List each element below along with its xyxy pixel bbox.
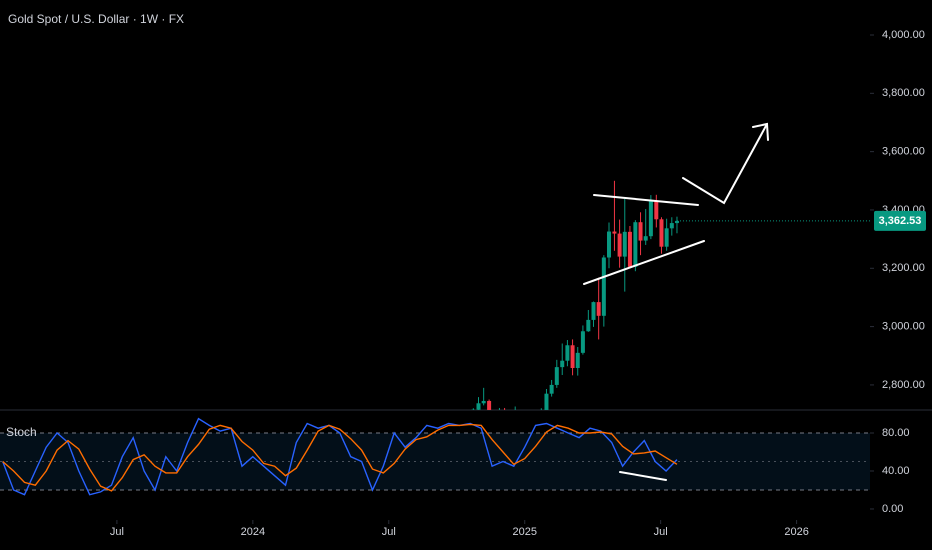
last-price-label: 3,362.53 [879,215,922,227]
candle-body [627,231,632,267]
candle-body [591,302,596,320]
candle-body [612,231,617,234]
candle-body [549,384,554,394]
x-tick-label: Jul [382,526,396,538]
candle-body [648,200,653,237]
candle-body [471,409,476,410]
candle-body [560,360,565,368]
candle-body [487,400,492,410]
price-panel [471,180,679,410]
y-tick-label: 3,800.00 [882,87,925,99]
candle-body [565,345,570,361]
chart-title: Gold Spot / U.S. Dollar · 1W · FX [8,12,184,26]
axes: 2,800.003,000.003,200.003,400.003,600.00… [110,29,926,538]
x-tick-label: 2026 [784,526,808,538]
indicator-title: Stoch [6,425,37,439]
stoch-line [2,417,678,496]
candle-body [607,231,611,258]
stoch-panel [0,417,870,496]
candle-body [664,228,669,247]
candle-body [659,219,664,247]
candle-body [554,367,559,385]
y-tick-label: 40.00 [882,465,910,477]
candle-body [654,200,659,220]
drawings [583,122,769,481]
arrow [682,123,768,205]
candle-body [622,231,627,257]
y-tick-label: 2,800.00 [882,379,925,391]
last-price-box [874,210,926,231]
candle-body [617,233,622,257]
y-tick-label: 3,200.00 [882,262,925,274]
y-tick-label: 80.00 [882,427,910,439]
candle-body [586,319,591,332]
y-tick-label: 0.00 [882,503,903,515]
candle-body [544,393,549,410]
candle-body [638,222,643,241]
x-tick-label: 2025 [512,526,536,538]
stoch-line [2,423,678,492]
candle-body [575,352,580,369]
y-tick-label: 3,000.00 [882,321,925,333]
x-tick-label: 2024 [241,526,265,538]
x-tick-label: Jul [110,526,124,538]
candle-body [633,222,638,267]
x-tick-label: Jul [654,526,668,538]
arrow-head [752,122,769,141]
candle-body [476,403,481,410]
divergence-line [619,471,667,481]
trend-line [583,240,705,285]
y-tick-label: 4,000.00 [882,29,925,41]
candle-body [596,302,601,316]
candle-body [601,257,606,316]
candle-body [669,223,674,229]
candle-body [674,220,679,224]
candle-body [570,345,575,369]
candle-body [643,236,648,241]
trend-line [593,194,699,206]
candle-body [481,400,486,404]
y-tick-label: 3,600.00 [882,146,925,158]
candle-body [580,331,585,353]
